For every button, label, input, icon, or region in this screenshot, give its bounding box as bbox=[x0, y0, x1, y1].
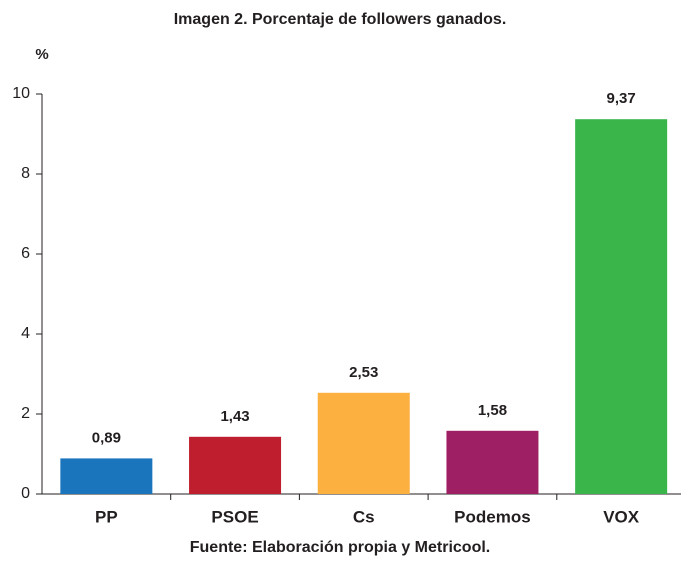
bar bbox=[189, 436, 282, 494]
value-label: 1,43 bbox=[220, 408, 249, 425]
x-tick-label: PSOE bbox=[211, 507, 258, 526]
y-tick-label: 4 bbox=[21, 325, 30, 342]
source: Fuente: Elaboración propia y Metricool. bbox=[190, 539, 490, 556]
bar bbox=[60, 458, 153, 494]
x-tick-label: Cs bbox=[353, 507, 375, 526]
value-label: 2,53 bbox=[349, 364, 378, 381]
bar bbox=[317, 392, 410, 494]
y-tick-label: 10 bbox=[12, 85, 30, 102]
value-label: 0,89 bbox=[92, 429, 121, 446]
x-tick-label: VOX bbox=[603, 507, 640, 526]
x-tick-label: PP bbox=[95, 507, 118, 526]
y-tick-label: 0 bbox=[21, 485, 30, 502]
value-label: 1,58 bbox=[478, 402, 507, 419]
x-tick-label: Podemos bbox=[454, 507, 531, 526]
y-axis-label: % bbox=[35, 46, 48, 63]
y-tick-label: 2 bbox=[21, 405, 30, 422]
value-label: 9,37 bbox=[607, 90, 636, 107]
bar bbox=[446, 430, 539, 494]
chart-title: Imagen 2. Porcentaje de followers ganado… bbox=[174, 11, 507, 28]
bar bbox=[575, 119, 668, 494]
y-tick-label: 8 bbox=[21, 165, 30, 182]
y-tick-label: 6 bbox=[21, 245, 30, 262]
